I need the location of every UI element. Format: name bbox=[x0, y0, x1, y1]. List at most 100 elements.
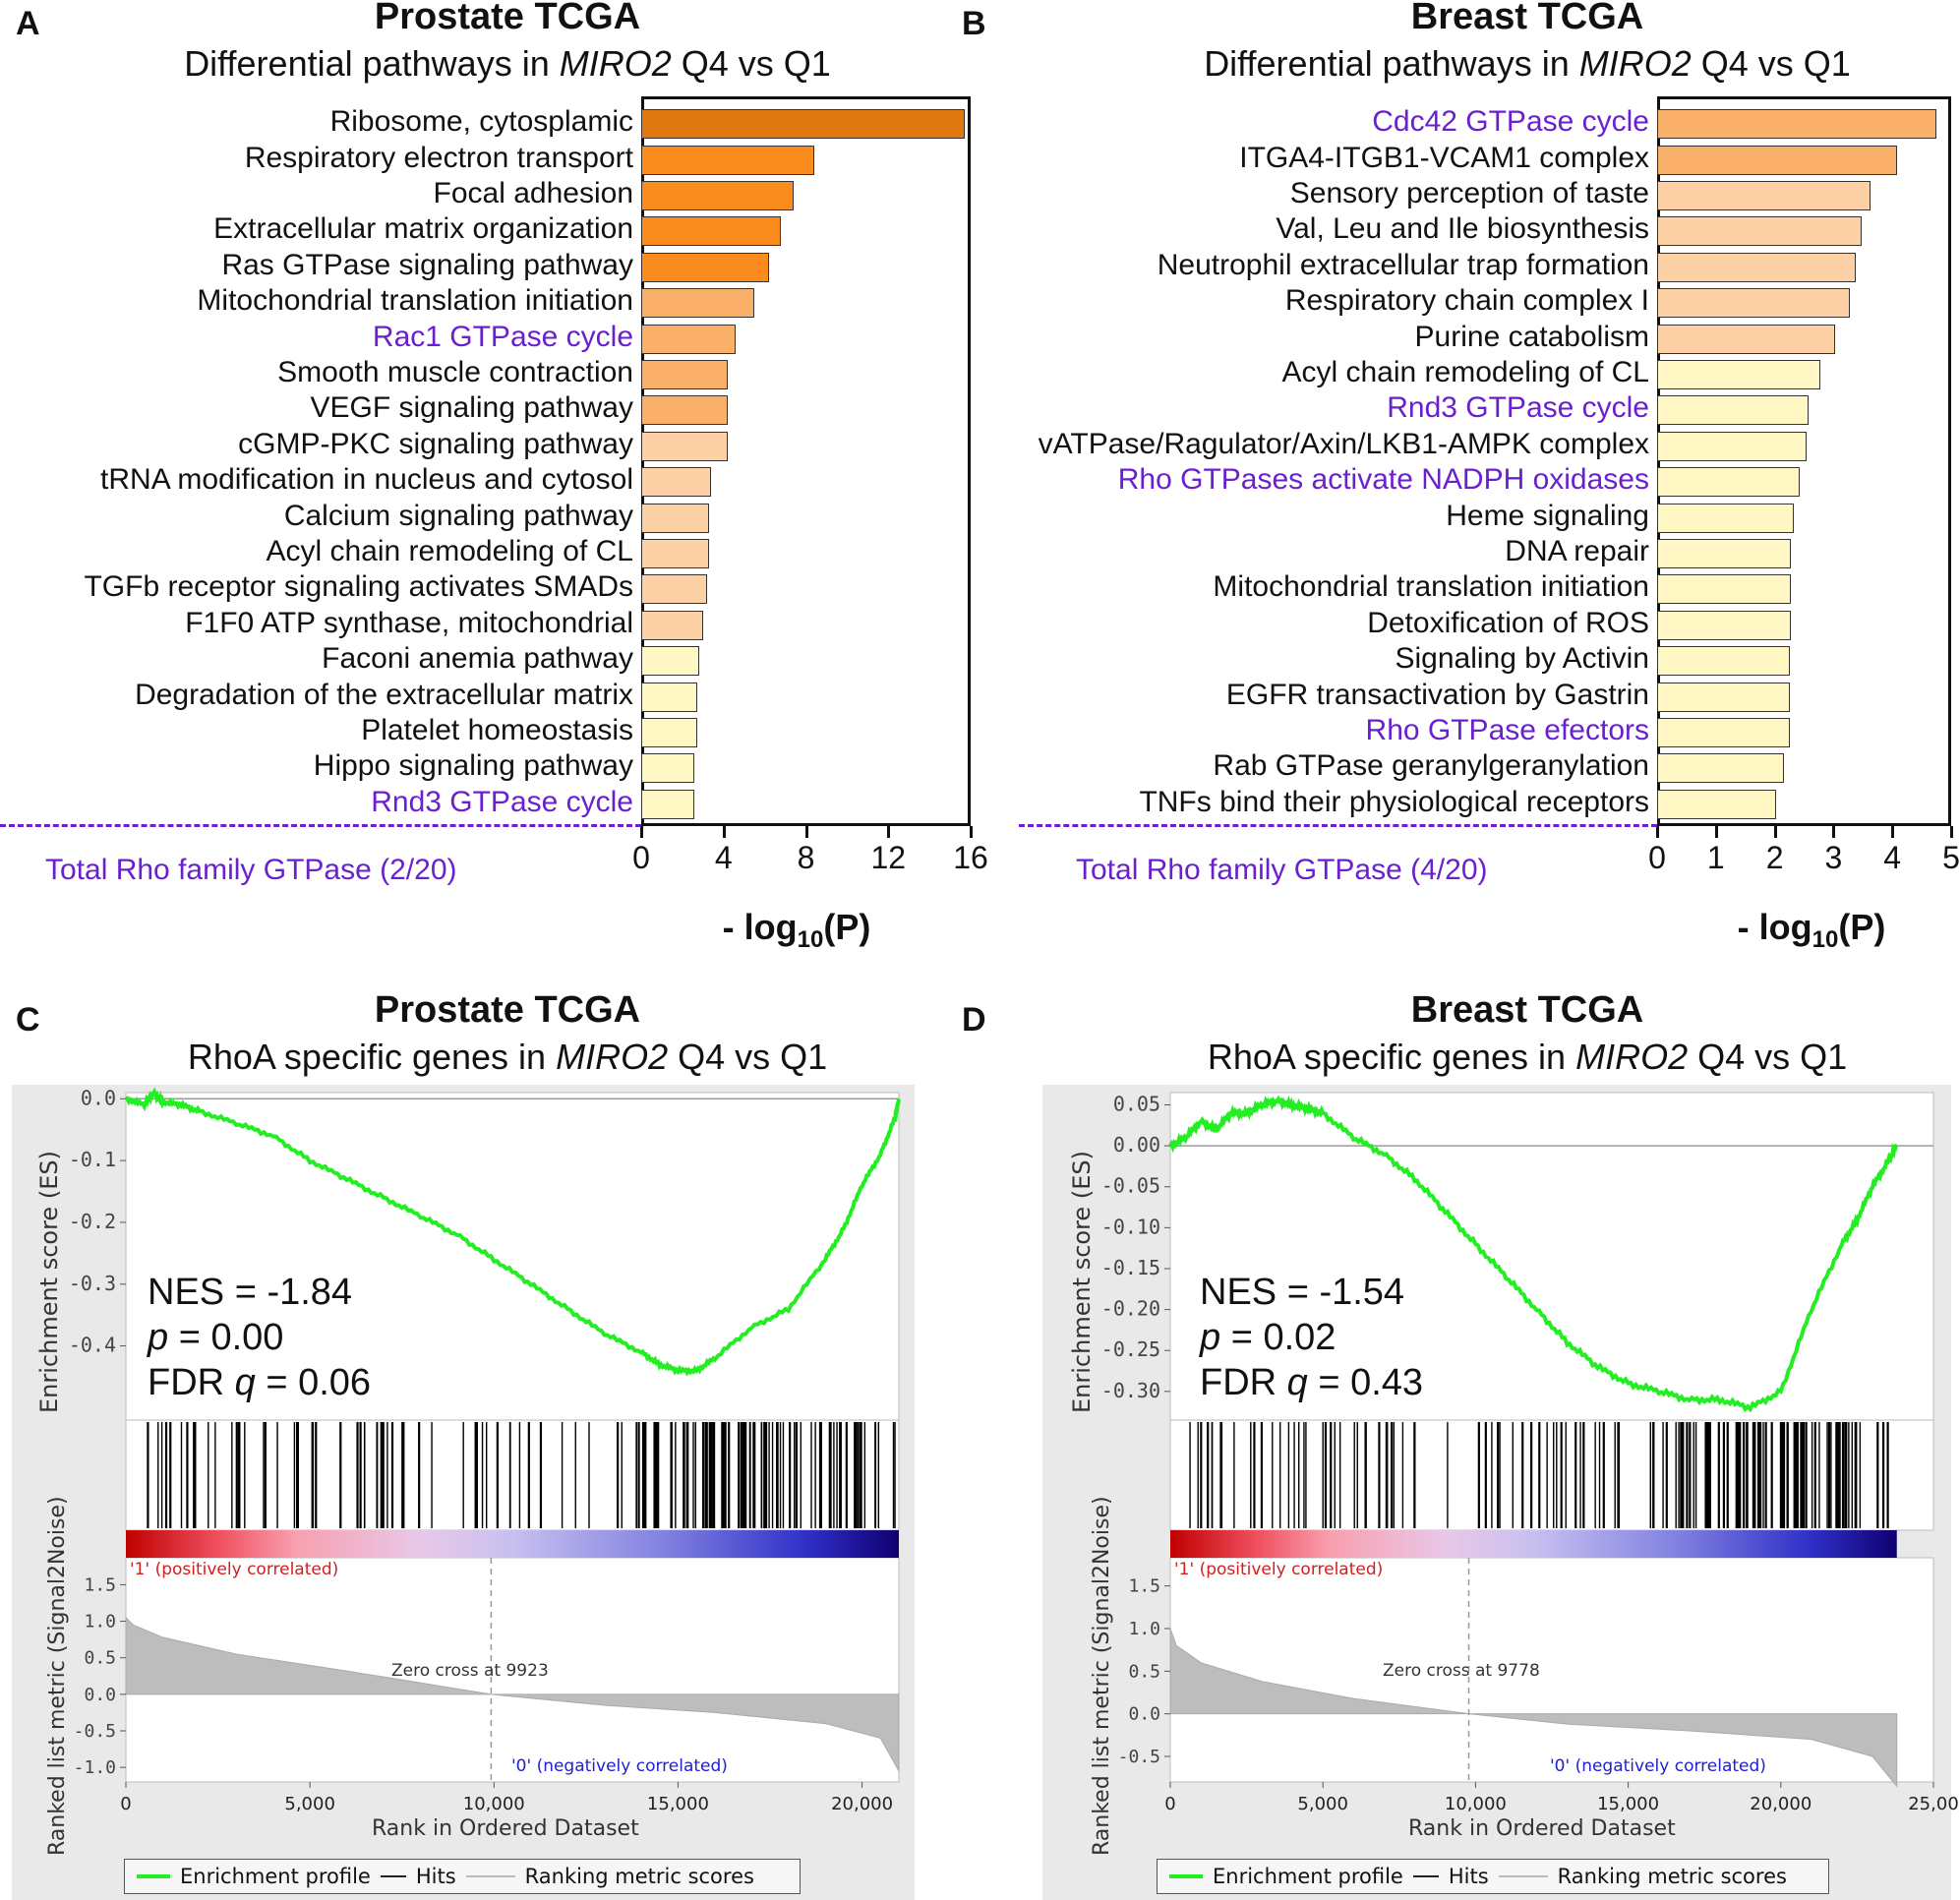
x-tick-label: 2 bbox=[1765, 840, 1784, 875]
bar bbox=[1657, 718, 1790, 747]
rank-y-tick-label: 0.5 bbox=[1128, 1661, 1160, 1682]
bar bbox=[641, 395, 728, 426]
nes-d: NES = -1.54 bbox=[1200, 1272, 1405, 1313]
x-tick-mark bbox=[1891, 826, 1895, 838]
bar-label: VEGF signaling pathway bbox=[310, 391, 633, 425]
bar bbox=[641, 181, 794, 210]
x-tick-label: 10,000 bbox=[1445, 1794, 1507, 1814]
bar bbox=[1657, 539, 1792, 568]
bar-label: tRNA modification in nucleus and cytosol bbox=[100, 463, 633, 497]
bar bbox=[641, 753, 695, 784]
rank-heat-bar bbox=[126, 1530, 899, 1558]
enrichment-profile-line bbox=[125, 1087, 901, 1377]
x-tick-mark bbox=[804, 826, 808, 838]
bar-label: Hippo signaling pathway bbox=[313, 749, 633, 783]
bar-chart-a: Ribosome, cytosplamic Respiratory electro… bbox=[0, 0, 988, 983]
panel-letter-b: B bbox=[962, 5, 986, 42]
gsea-chart-c: 0.0 -0.1 -0.2 -0.3 -0.4 1.5 1.0 0.5 0.0 -0.5 -1.00… bbox=[69, 1086, 901, 1814]
es-y-tick-label: -0.2 bbox=[69, 1210, 116, 1233]
bar bbox=[1657, 109, 1937, 140]
bar bbox=[641, 467, 712, 498]
bar bbox=[1657, 145, 1897, 175]
panel-a-subtitle: Differential pathways in MIRO2 Q4 vs Q1 bbox=[184, 43, 831, 84]
bar-label: EGFR transactivation by Gastrin bbox=[1225, 678, 1649, 711]
panel-d-subtitle: RhoA specific genes in MIRO2 Q4 vs Q1 bbox=[1207, 1037, 1848, 1077]
stats-c: NES = -1.84 p = 0.00 FDR q = 0.06 bbox=[148, 1270, 371, 1405]
rank-pane bbox=[1169, 1557, 1934, 1783]
es-y-tick-label: -0.15 bbox=[1101, 1256, 1160, 1279]
bar bbox=[641, 682, 697, 712]
x-tick-mark bbox=[1950, 826, 1953, 838]
bar bbox=[1657, 252, 1857, 282]
x-tick-mark bbox=[640, 826, 643, 838]
pos-label-d: '1' (positively correlated) bbox=[1174, 1560, 1384, 1579]
bar bbox=[641, 145, 814, 175]
legend-c: Enrichment profile Hits Ranking metric s… bbox=[124, 1859, 801, 1894]
enrichment-profile-line bbox=[1168, 1095, 1898, 1413]
bar-label: Rho GTPase efectors bbox=[1365, 714, 1649, 746]
panel-d-title: Breast TCGA bbox=[1410, 989, 1644, 1031]
x-tick-label: 1 bbox=[1706, 840, 1725, 875]
ranked-metric-area bbox=[125, 1616, 900, 1773]
bar-label: Faconi anemia pathway bbox=[322, 642, 633, 676]
rank-ylabel-d: Ranked list metric (Signal2Noise) bbox=[1090, 1496, 1114, 1856]
bar-label: DNA repair bbox=[1505, 535, 1649, 567]
x-tick-mark bbox=[887, 826, 891, 838]
p-value-c: p = 0.00 bbox=[148, 1317, 284, 1358]
bar-label: Signaling by Activin bbox=[1395, 642, 1650, 676]
rank-y-tick-label: -1.0 bbox=[74, 1757, 116, 1778]
bar-label: Acyl chain remodeling of CL bbox=[1281, 356, 1649, 388]
bar-label: Heme signaling bbox=[1446, 499, 1649, 532]
bar-label: Extracellular matrix organization bbox=[213, 212, 633, 246]
xlabel-c: Rank in Ordered Dataset bbox=[372, 1816, 639, 1841]
x-tick-mark bbox=[1714, 826, 1718, 838]
rho-separator-line bbox=[0, 824, 641, 827]
bar-label: Platelet homeostasis bbox=[361, 714, 633, 746]
bar-label: Val, Leu and Ile biosynthesis bbox=[1276, 212, 1649, 246]
neg-label-c: '0' (negatively correlated) bbox=[511, 1756, 728, 1776]
es-ylabel-d: Enrichment score (ES) bbox=[1068, 1151, 1096, 1413]
bar-label: cGMP-PKC signaling pathway bbox=[238, 427, 633, 460]
x-tick-label: 4 bbox=[1883, 840, 1902, 875]
x-tick-label: 25,00 bbox=[1908, 1794, 1959, 1814]
legend-hits-swatch bbox=[380, 1875, 406, 1877]
nes-c: NES = -1.84 bbox=[148, 1272, 353, 1313]
bar bbox=[641, 288, 755, 319]
x-tick-label: 20,000 bbox=[831, 1794, 893, 1814]
bar-chart-b: Cdc42 GTPase cycle ITGA4-ITGB1-VCAM1 comp… bbox=[1019, 96, 1960, 875]
fdr-d: FDR q = 0.43 bbox=[1200, 1362, 1424, 1403]
hits-pane bbox=[125, 1419, 900, 1531]
es-y-tick-label: 0.05 bbox=[1113, 1092, 1160, 1115]
legend-profile-swatch bbox=[1169, 1874, 1203, 1878]
bar bbox=[641, 324, 737, 354]
bar bbox=[1657, 360, 1821, 389]
es-y-tick-label: -0.10 bbox=[1101, 1215, 1160, 1238]
rank-y-tick-label: 0.0 bbox=[1128, 1704, 1160, 1725]
legend-profile-swatch bbox=[137, 1874, 170, 1878]
panel-letter-d: D bbox=[962, 1001, 986, 1039]
ranked-metric-area bbox=[1169, 1628, 1898, 1788]
bar bbox=[1657, 395, 1810, 426]
bar-label: TNFs bind their physiological receptors bbox=[1139, 785, 1649, 818]
pos-label-c: '1' (positively correlated) bbox=[130, 1560, 339, 1579]
legend-profile-c: Enrichment profile bbox=[180, 1865, 371, 1888]
x-tick-label: 4 bbox=[714, 840, 733, 875]
rank-y-tick-label: 1.5 bbox=[1128, 1576, 1160, 1597]
xlabel-d: Rank in Ordered Dataset bbox=[1408, 1816, 1676, 1841]
x-tick-label: 5,000 bbox=[284, 1794, 335, 1814]
x-tick-label: 5,000 bbox=[1297, 1794, 1348, 1814]
bar-label: Focal adhesion bbox=[433, 177, 633, 209]
panel-a-xlabel: - log10(P) bbox=[722, 907, 871, 954]
es-pane bbox=[125, 1092, 900, 1421]
panel-c-subtitle: RhoA specific genes in MIRO2 Q4 vs Q1 bbox=[187, 1037, 828, 1077]
fdr-c: FDR q = 0.06 bbox=[148, 1362, 372, 1403]
x-tick-label: 15,000 bbox=[647, 1794, 709, 1814]
legend-profile-d: Enrichment profile bbox=[1213, 1865, 1403, 1888]
bar-label: ITGA4-ITGB1-VCAM1 complex bbox=[1239, 141, 1649, 174]
bar bbox=[1657, 753, 1784, 784]
bar-label: Respiratory electron transport bbox=[244, 141, 633, 174]
x-tick-label: 5 bbox=[1942, 840, 1960, 875]
es-y-tick-label: -0.30 bbox=[1101, 1379, 1160, 1402]
rank-y-tick-label: -0.5 bbox=[1118, 1747, 1160, 1767]
